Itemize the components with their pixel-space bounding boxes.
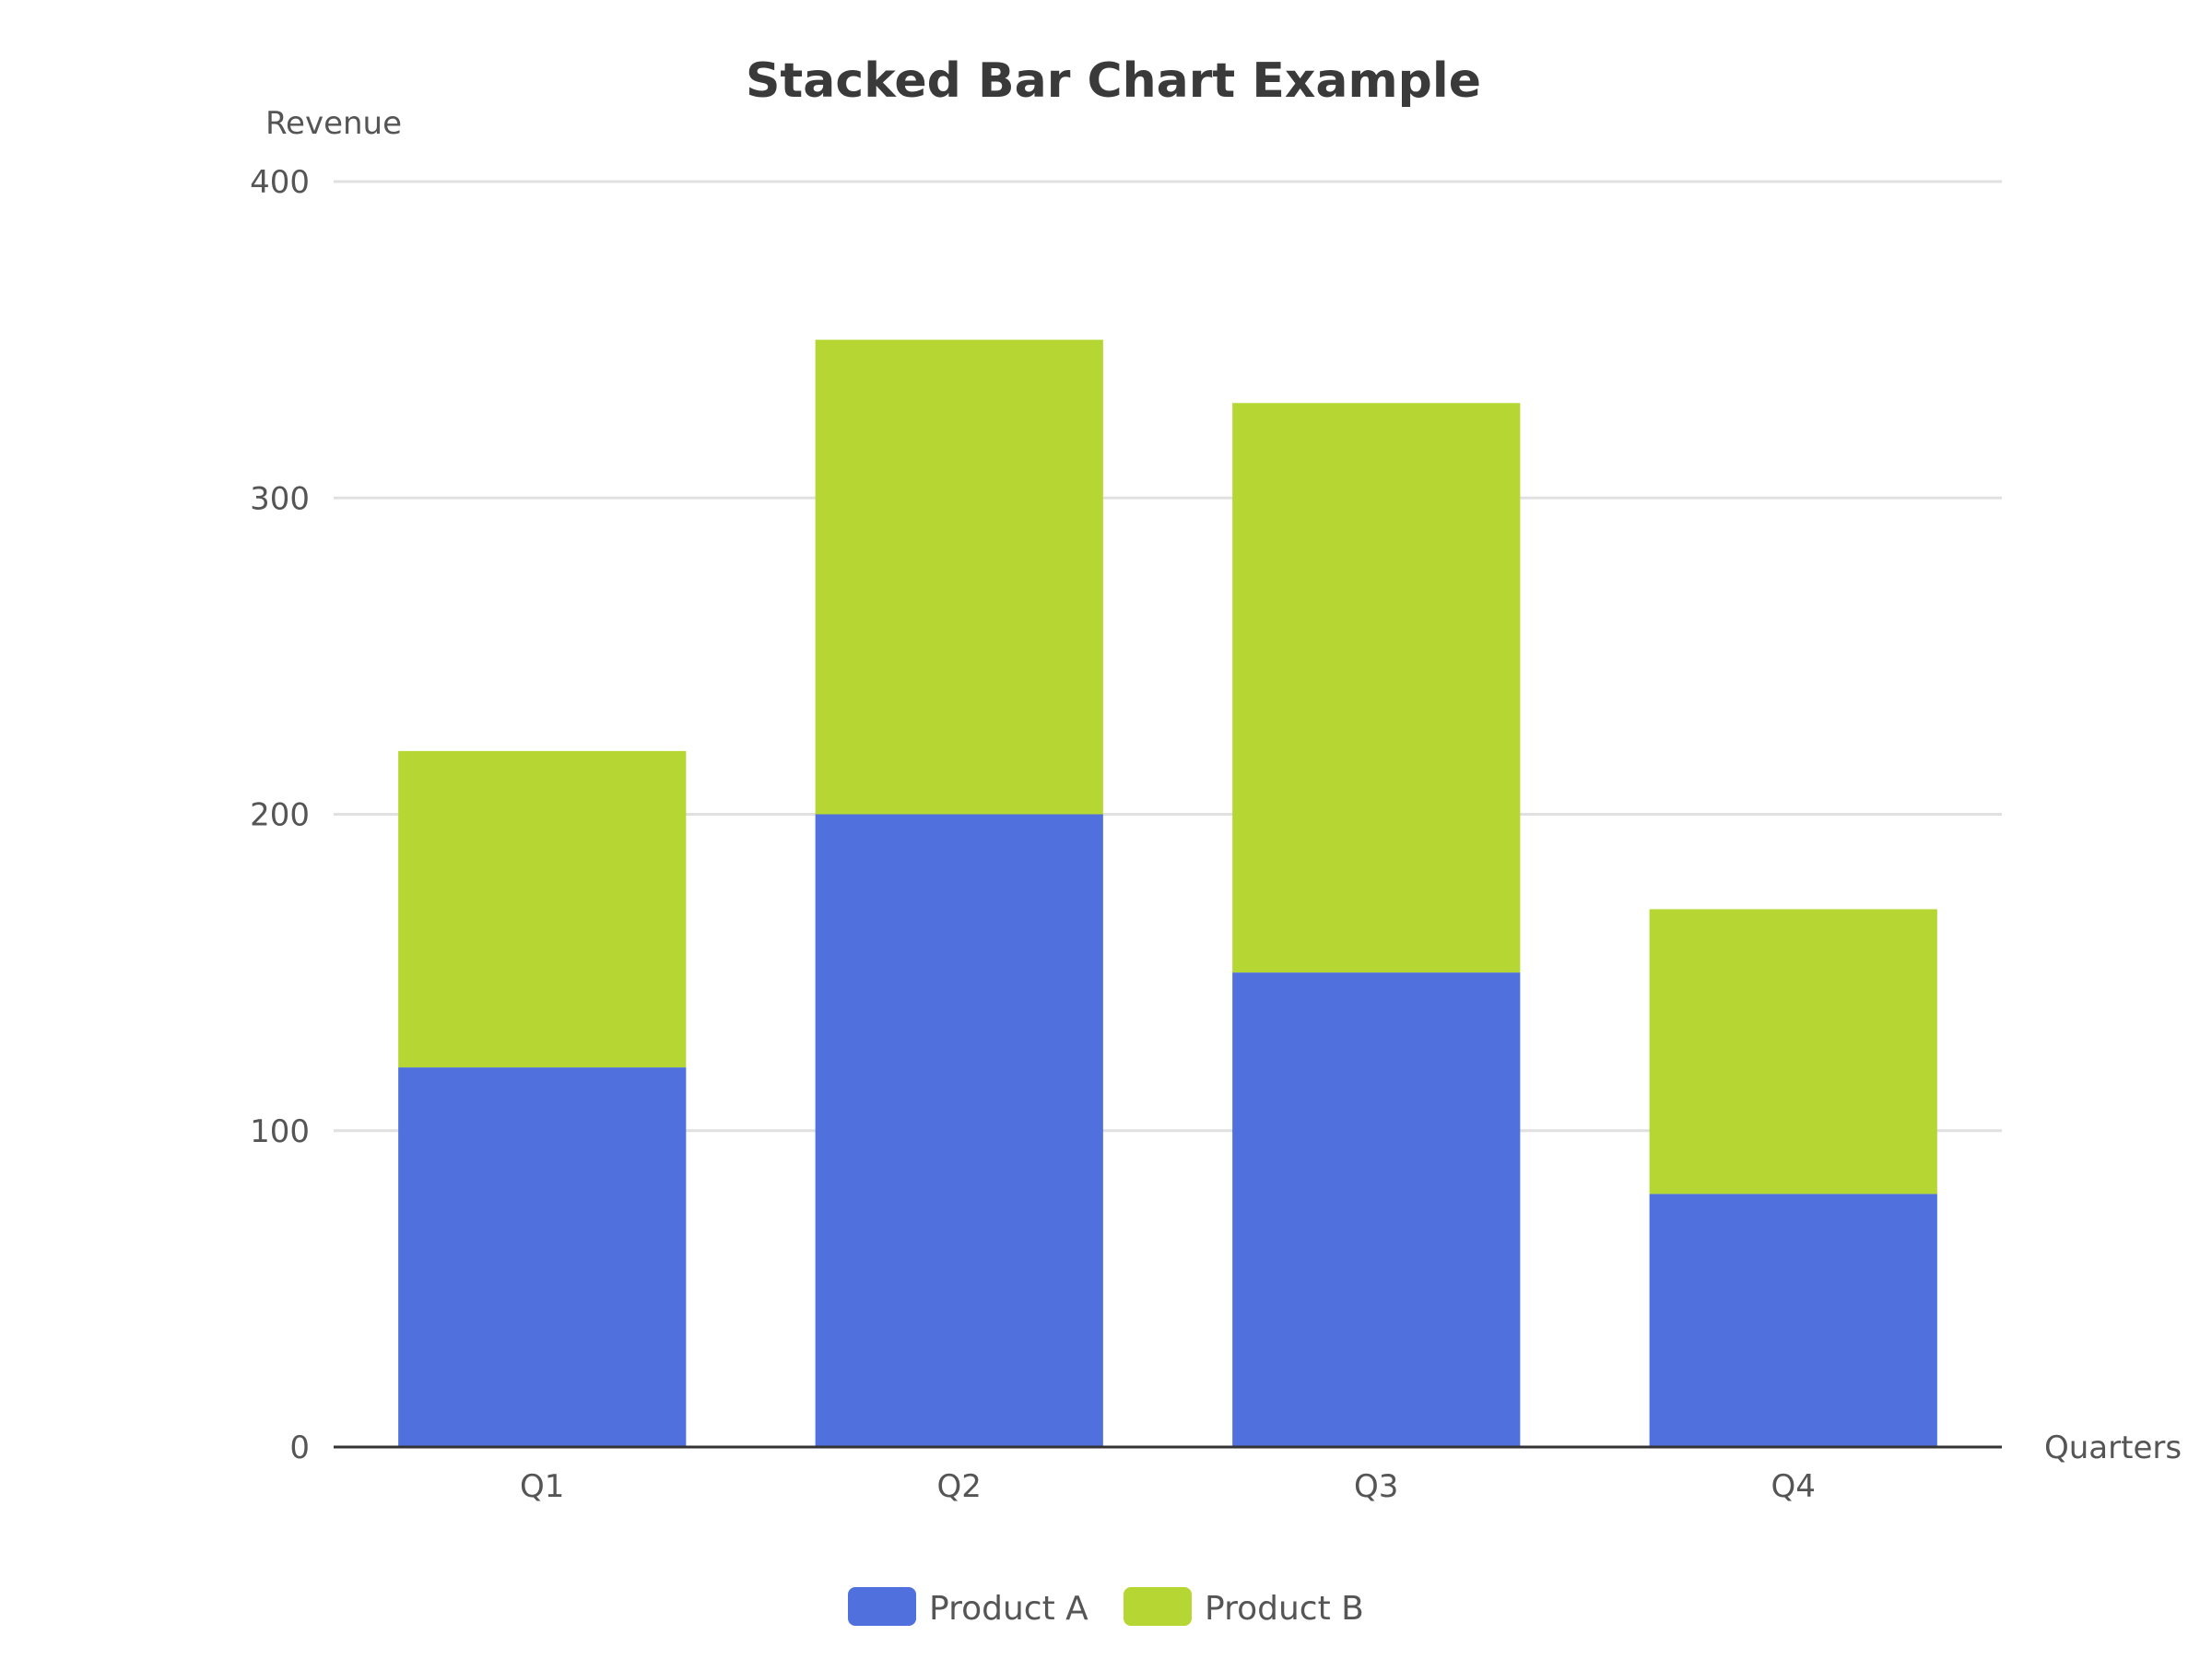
bar-segment-product-a-q1 — [398, 1067, 687, 1447]
y-tick-label: 300 — [250, 480, 310, 517]
y-tick-label: 200 — [250, 797, 310, 834]
x-tick-label: Q1 — [520, 1468, 564, 1505]
y-axis-label: Revenue — [265, 105, 402, 142]
bar-segment-product-b-q1 — [398, 750, 687, 1068]
bars — [398, 339, 1937, 1447]
x-tick-label: Q4 — [1771, 1468, 1816, 1505]
bar-segment-product-b-q2 — [815, 339, 1103, 815]
legend-label: Product A — [929, 1590, 1088, 1628]
bar-segment-product-b-q3 — [1232, 403, 1521, 973]
legend-label: Product B — [1205, 1590, 1364, 1628]
legend: Product A Product B — [848, 1587, 1364, 1628]
bar-segment-product-a-q3 — [1232, 972, 1521, 1447]
legend-swatch — [1124, 1587, 1192, 1626]
bar-segment-product-a-q4 — [1649, 1194, 1937, 1447]
bar-segment-product-a-q2 — [815, 814, 1103, 1447]
x-axis-label: Quarters — [2044, 1430, 2182, 1466]
legend-swatch — [848, 1587, 916, 1626]
x-tick-label: Q2 — [937, 1468, 982, 1505]
chart-title: Stacked Bar Chart Example — [746, 53, 1481, 109]
y-tick-label: 400 — [250, 164, 310, 201]
x-tick-label: Q3 — [1354, 1468, 1398, 1505]
tick-labels: 0 100 200 300 400 Q1 Q2 Q3 Q4 — [250, 164, 1816, 1505]
bar-segment-product-b-q4 — [1649, 909, 1937, 1194]
y-tick-label: 100 — [250, 1113, 310, 1150]
y-tick-label: 0 — [289, 1430, 310, 1466]
